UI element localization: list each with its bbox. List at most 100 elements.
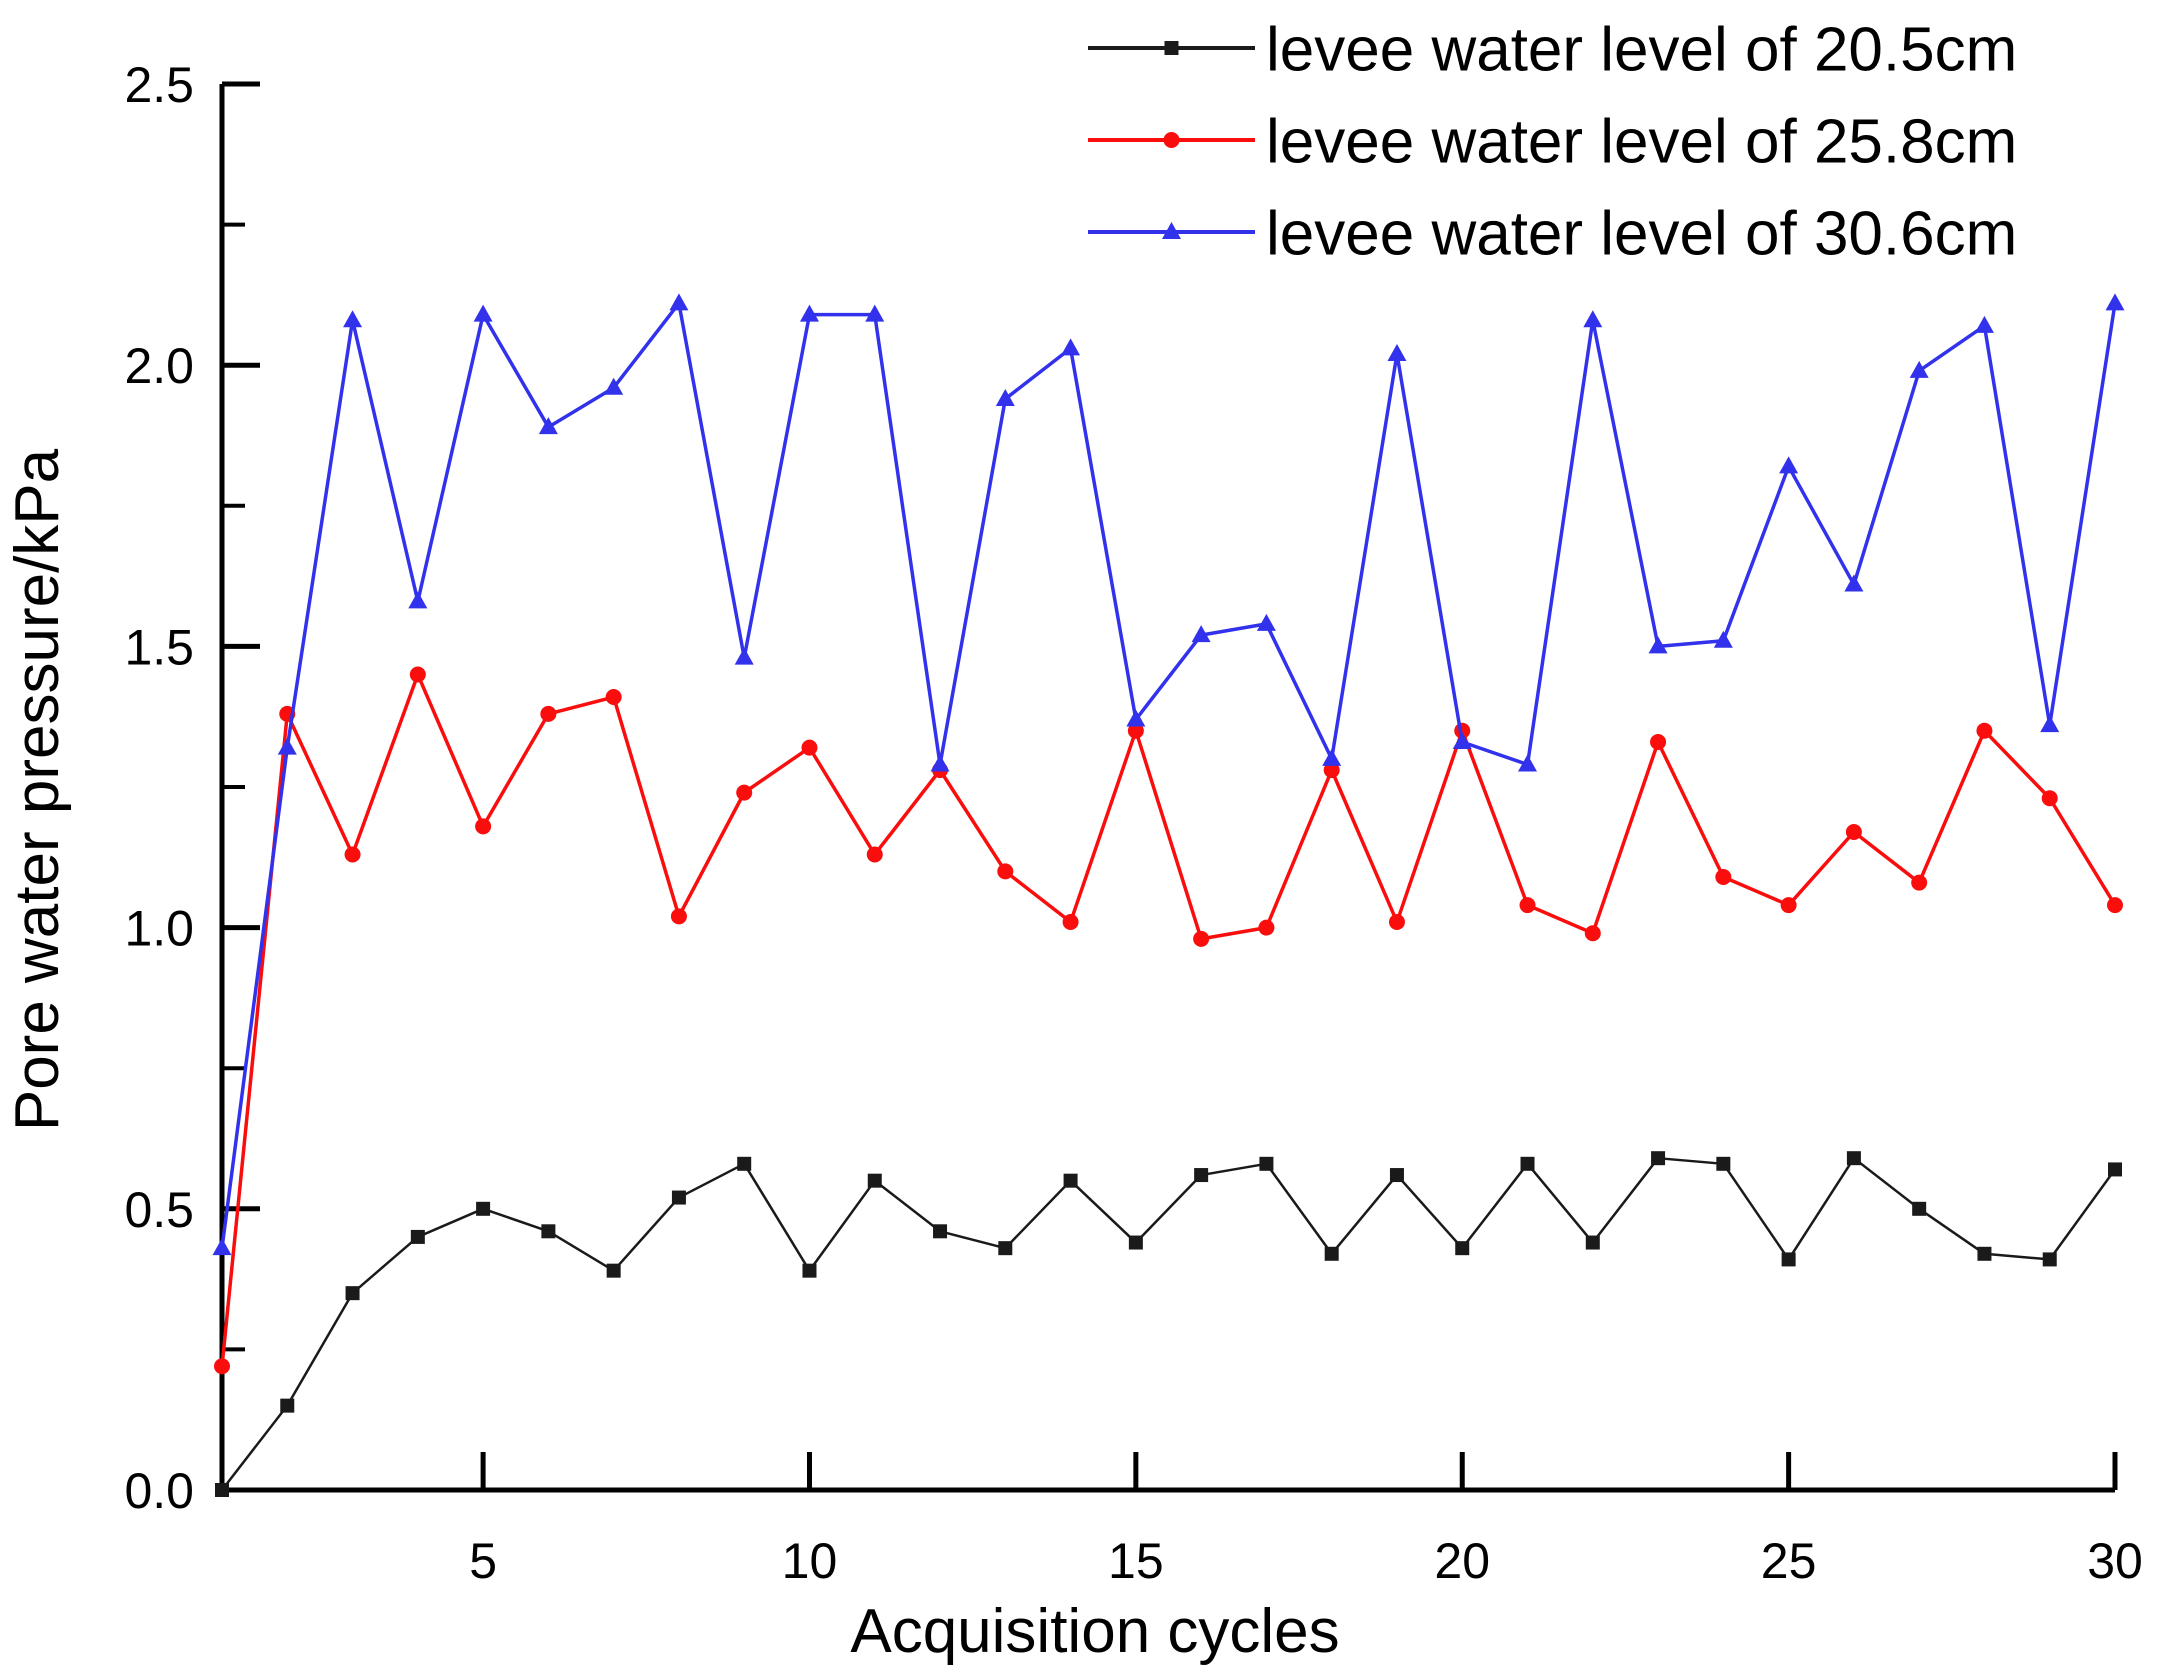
data-point-marker xyxy=(1127,722,1144,739)
y-tick-label: 2.0 xyxy=(124,338,194,394)
data-point-marker xyxy=(998,1241,1013,1256)
data-point-marker xyxy=(541,1224,556,1239)
legend-label: levee water level of 20.5cm xyxy=(1266,15,2017,84)
legend-item: levee water level of 30.6cm xyxy=(1088,199,2017,268)
axis-ticks: 0.0 0.5 1.0 1.5 2.0 2.5 5 10 15 20 25 30 xyxy=(124,57,2142,1589)
data-point-marker xyxy=(1781,1252,1796,1267)
data-point-marker xyxy=(1061,338,1081,356)
data-point-marker xyxy=(801,739,818,756)
data-point-marker xyxy=(1585,1235,1600,1250)
x-tick-label: 30 xyxy=(2087,1533,2143,1589)
data-point-marker xyxy=(1322,748,1342,766)
legend-marker xyxy=(1164,41,1179,55)
data-point-marker xyxy=(1713,630,1733,648)
y-tick-label: 2.5 xyxy=(124,57,194,113)
data-point-marker xyxy=(605,689,622,706)
legend: levee water level of 20.5cm levee water l… xyxy=(1088,15,2017,268)
data-point-marker xyxy=(215,1483,229,1497)
legend-item: levee water level of 20.5cm xyxy=(1088,15,2017,84)
data-point-marker xyxy=(1716,1156,1731,1171)
y-tick-label: 1.5 xyxy=(124,619,194,675)
data-point-marker xyxy=(1193,930,1210,947)
data-point-marker xyxy=(1191,625,1211,643)
data-point-marker xyxy=(734,647,754,665)
legend-label: levee water level of 30.6cm xyxy=(1266,199,2017,268)
legend-item: levee water level of 25.8cm xyxy=(1088,107,2017,176)
data-point-marker xyxy=(2040,715,2060,733)
data-point-marker xyxy=(212,1238,232,1256)
data-point-marker xyxy=(737,1156,752,1171)
data-point-marker xyxy=(1194,1168,1209,1183)
data-point-marker xyxy=(280,1398,295,1413)
data-point-marker xyxy=(1779,456,1799,474)
data-point-marker xyxy=(736,784,753,801)
data-point-marker xyxy=(671,1190,686,1205)
data-point-marker xyxy=(997,863,1014,880)
data-point-marker xyxy=(1583,310,1603,328)
data-point-marker xyxy=(408,591,428,609)
data-series xyxy=(212,293,2125,1497)
data-point-marker xyxy=(1323,762,1340,779)
data-point-marker xyxy=(1520,1156,1535,1171)
data-point-marker xyxy=(475,818,492,835)
data-point-marker xyxy=(606,1263,621,1278)
series-circle xyxy=(214,666,2123,1375)
data-point-marker xyxy=(1518,754,1538,772)
data-point-marker xyxy=(1388,913,1405,930)
data-point-marker xyxy=(1909,360,1929,378)
data-point-marker xyxy=(2108,1162,2122,1177)
x-tick-label: 5 xyxy=(469,1533,497,1589)
data-point-marker xyxy=(1912,1201,1927,1216)
data-point-marker xyxy=(1911,874,1928,891)
data-point-marker xyxy=(2042,1252,2057,1267)
data-point-marker xyxy=(995,388,1015,406)
data-point-marker xyxy=(1648,636,1668,654)
data-point-marker xyxy=(1387,343,1407,361)
data-point-marker xyxy=(670,908,687,925)
data-point-marker xyxy=(277,737,297,755)
data-point-marker xyxy=(2105,293,2125,311)
data-point-marker xyxy=(1846,1151,1861,1166)
y-tick-label: 1.0 xyxy=(124,901,194,957)
data-point-marker xyxy=(1976,722,1993,739)
data-point-marker xyxy=(669,293,689,311)
legend-label: levee water level of 25.8cm xyxy=(1266,107,2017,176)
x-tick-label: 15 xyxy=(1108,1533,1164,1589)
series-square xyxy=(215,1151,2122,1497)
data-point-marker xyxy=(799,304,819,322)
y-tick-label: 0.0 xyxy=(124,1463,194,1519)
data-point-marker xyxy=(410,1229,425,1244)
legend-marker xyxy=(1163,132,1180,148)
data-point-marker xyxy=(345,1286,360,1301)
x-tick-label: 20 xyxy=(1434,1533,1490,1589)
data-point-marker xyxy=(1844,574,1864,592)
data-point-marker xyxy=(1519,897,1536,914)
x-axis-title: Acquisition cycles xyxy=(850,1597,1339,1666)
data-point-marker xyxy=(604,377,624,395)
data-point-marker xyxy=(2107,897,2123,914)
data-point-marker xyxy=(1258,919,1275,936)
data-point-marker xyxy=(214,1358,230,1375)
data-point-marker xyxy=(1389,1168,1404,1183)
data-point-marker xyxy=(1651,1151,1666,1166)
series-line xyxy=(221,1156,2117,1491)
data-point-marker xyxy=(1324,1246,1339,1261)
data-point-marker xyxy=(1126,709,1146,727)
data-point-marker xyxy=(343,310,363,328)
data-point-marker xyxy=(2041,790,2058,807)
y-tick-label: 0.5 xyxy=(124,1182,194,1238)
data-point-marker xyxy=(344,846,361,863)
series-line xyxy=(220,672,2117,1367)
data-point-marker xyxy=(867,1173,882,1188)
data-point-marker xyxy=(473,304,493,322)
data-point-marker xyxy=(1715,868,1732,885)
data-point-marker xyxy=(866,846,883,863)
data-point-marker xyxy=(538,417,558,435)
data-point-marker xyxy=(1974,315,1994,333)
data-point-marker xyxy=(540,705,557,722)
data-point-marker xyxy=(1256,613,1276,631)
data-point-marker xyxy=(1455,1241,1470,1256)
x-tick-label: 10 xyxy=(782,1533,838,1589)
